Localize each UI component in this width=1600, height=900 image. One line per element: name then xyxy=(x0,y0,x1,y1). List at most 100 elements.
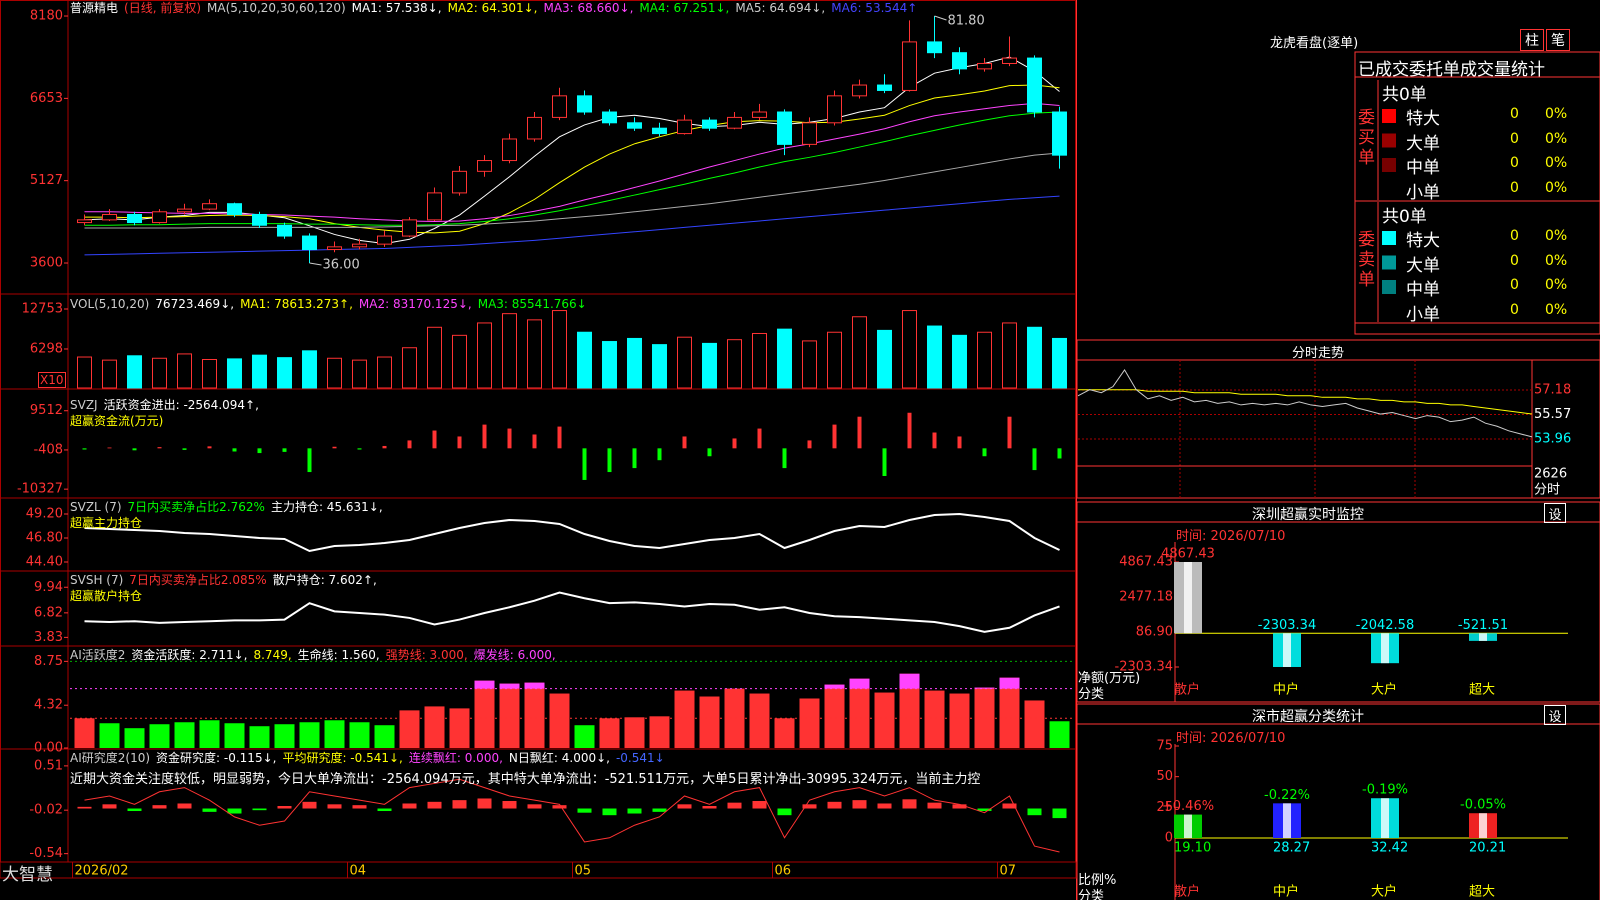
candle-body xyxy=(377,235,392,245)
research-bar xyxy=(177,803,192,809)
y-tick-label: 25 xyxy=(1156,800,1173,815)
volume-bar xyxy=(802,340,817,389)
y-tick-label: -0.02 xyxy=(29,803,63,818)
activity-bar xyxy=(374,725,395,748)
activity-bar xyxy=(349,722,370,748)
research-bar xyxy=(302,801,317,809)
flow-bar xyxy=(532,434,537,449)
candle-body xyxy=(527,116,542,140)
time-label: 时间: 2026/07/10 xyxy=(1176,529,1286,544)
candle-body xyxy=(1027,57,1042,113)
volume-bar xyxy=(152,357,167,389)
candle-body xyxy=(277,224,292,237)
legend-item: MA1: 78613.273↑, xyxy=(240,297,353,311)
legend-item: MA2: 83170.125↓, xyxy=(358,297,472,311)
flow-bar xyxy=(132,448,137,451)
y-tick-label: 8180 xyxy=(30,9,63,24)
flow-bar xyxy=(82,448,87,450)
activity-bar xyxy=(974,687,995,748)
settings-button[interactable]: 设 xyxy=(1544,503,1566,523)
brand: 大智慧 xyxy=(2,865,53,885)
legend-item: MA6: 53.544↑ xyxy=(831,1,918,15)
legend-item: SVSH (7) xyxy=(70,573,124,587)
date-strip xyxy=(0,861,1077,879)
volume-bar xyxy=(727,339,742,389)
volume-bar xyxy=(502,313,517,389)
row-pct: 0% xyxy=(1545,106,1568,122)
x-axis-title: 分类 xyxy=(1078,687,1105,702)
ma-line xyxy=(84,102,1060,222)
volume-bar xyxy=(327,357,342,389)
y-tick-label: 8.75 xyxy=(34,654,63,669)
research-bar xyxy=(627,808,642,814)
activity-bar xyxy=(474,680,495,748)
legend: SVZL (7) 7日内买卖净占比2.762% 主力持仓: 45.631↓, xyxy=(70,500,1074,515)
row-pct: 0% xyxy=(1545,277,1568,293)
volume-bar xyxy=(627,337,642,389)
research-bar xyxy=(102,804,117,809)
activity-bar xyxy=(999,677,1020,748)
category-label: 大户 xyxy=(1371,682,1397,698)
legend-item: MA2: 64.301↓, xyxy=(447,1,538,15)
value-label: 4867.43 xyxy=(1161,546,1215,561)
candle-body xyxy=(877,84,892,91)
bar-highlight xyxy=(1184,814,1192,839)
y-tick-label: 6653 xyxy=(30,91,63,106)
high-label: 81.80 xyxy=(948,14,985,29)
y-tick-label: -10327 xyxy=(17,482,63,497)
legend-item: 活跃资金进出: -2564.094↑, xyxy=(103,398,259,412)
activity-bar xyxy=(99,723,120,748)
flow-bar xyxy=(882,448,887,477)
legend-swatch xyxy=(1382,158,1396,172)
legend-item: (日线, 前复权) xyxy=(124,1,202,15)
y-tick-label: -0.54 xyxy=(29,846,63,861)
y-tick-label: 0 xyxy=(1165,831,1173,846)
row-pct: 0% xyxy=(1545,228,1568,244)
value-label: 28.27 xyxy=(1273,841,1310,856)
legend-item: 散户持仓: 7.602↑, xyxy=(272,573,377,587)
volume-bar xyxy=(927,325,942,389)
candle-body xyxy=(977,62,992,70)
date-label: 2026/02 xyxy=(75,864,129,879)
holding-line xyxy=(84,512,1060,553)
flow-bar xyxy=(632,448,637,469)
row-name: 中单 xyxy=(1406,158,1440,178)
legend-item: MA4: 67.251↓, xyxy=(639,1,730,15)
legend-item: 主力持仓: 45.631↓, xyxy=(270,500,383,514)
flow-bar xyxy=(682,436,687,449)
burst-bar xyxy=(499,683,520,689)
row-name: 小单 xyxy=(1406,182,1440,203)
y-tick-label: 9512 xyxy=(30,403,63,418)
activity-bar xyxy=(124,728,145,748)
flow-bar xyxy=(732,438,737,449)
flow-bar xyxy=(257,448,262,454)
category-label: 散户 xyxy=(1174,884,1200,900)
activity-bar xyxy=(824,684,845,748)
toggle-button[interactable]: 柱 xyxy=(1520,29,1544,51)
candle-body xyxy=(777,111,792,145)
research-bar xyxy=(1002,803,1017,809)
legend-item: 资金研究度: -0.115↓, xyxy=(156,751,277,765)
settings-button[interactable]: 设 xyxy=(1544,705,1566,725)
volume-bar xyxy=(1052,337,1067,389)
candle-body xyxy=(1002,57,1017,64)
volume-bar xyxy=(202,359,217,389)
volume-bar xyxy=(977,331,992,389)
legend-item: VOL(5,10,20) xyxy=(70,297,150,311)
flow-bar xyxy=(482,424,487,449)
candle-body xyxy=(352,243,367,248)
volume-bar xyxy=(1002,322,1017,389)
burst-bar xyxy=(524,682,545,689)
candle-body xyxy=(327,246,342,251)
date-label: 04 xyxy=(350,864,367,879)
flow-bar xyxy=(207,446,212,449)
activity-bar xyxy=(249,726,270,748)
burst-bar xyxy=(974,687,995,689)
row-pct: 0% xyxy=(1545,179,1568,196)
candle-body xyxy=(827,95,842,124)
candle-body xyxy=(652,127,667,135)
change-label: -0.19% xyxy=(1362,783,1408,798)
side-label: 委买单 xyxy=(1358,108,1375,168)
y-tick-label: 57.18 xyxy=(1534,383,1571,398)
toggle-button[interactable]: 笔 xyxy=(1546,29,1570,51)
